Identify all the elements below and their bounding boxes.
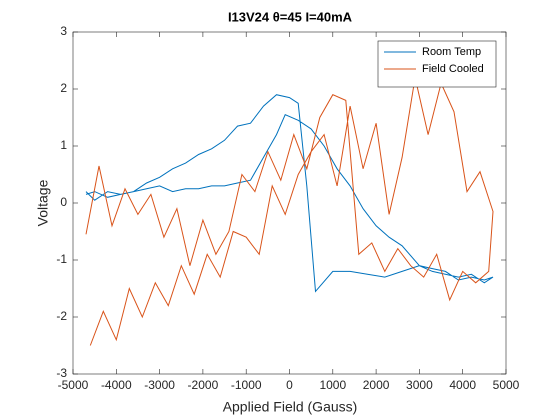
x-axis-label: Applied Field (Gauss) xyxy=(223,399,358,415)
legend-label: Room Temp xyxy=(422,46,481,58)
y-tick-label: 3 xyxy=(60,24,67,38)
x-tick-label: -2000 xyxy=(188,378,219,392)
x-tick-label: 1000 xyxy=(319,378,346,392)
chart-title: I13V24 θ=45 I=40mA xyxy=(228,9,353,24)
y-tick-label: -3 xyxy=(56,366,67,380)
data-line xyxy=(85,94,494,293)
legend-label: Field Cooled xyxy=(422,63,484,75)
x-tick-label: 2000 xyxy=(363,378,390,392)
y-tick-label: -2 xyxy=(56,309,67,323)
y-axis-label: Voltage xyxy=(35,179,51,226)
y-tick-label: 0 xyxy=(60,195,67,209)
x-tick-label: 0 xyxy=(286,378,293,392)
y-tick-label: 2 xyxy=(60,81,67,95)
x-tick-label: -1000 xyxy=(231,378,262,392)
y-tick-label: -1 xyxy=(56,252,67,266)
data-line xyxy=(85,77,494,346)
x-tick-label: 5000 xyxy=(493,378,520,392)
legend-box xyxy=(377,40,497,88)
y-tick-label: 1 xyxy=(60,138,67,152)
x-tick-label: -4000 xyxy=(101,378,132,392)
x-tick-label: 4000 xyxy=(449,378,476,392)
x-tick-label: -3000 xyxy=(144,378,175,392)
x-tick-label: 3000 xyxy=(406,378,433,392)
x-tick-label: -5000 xyxy=(58,378,89,392)
